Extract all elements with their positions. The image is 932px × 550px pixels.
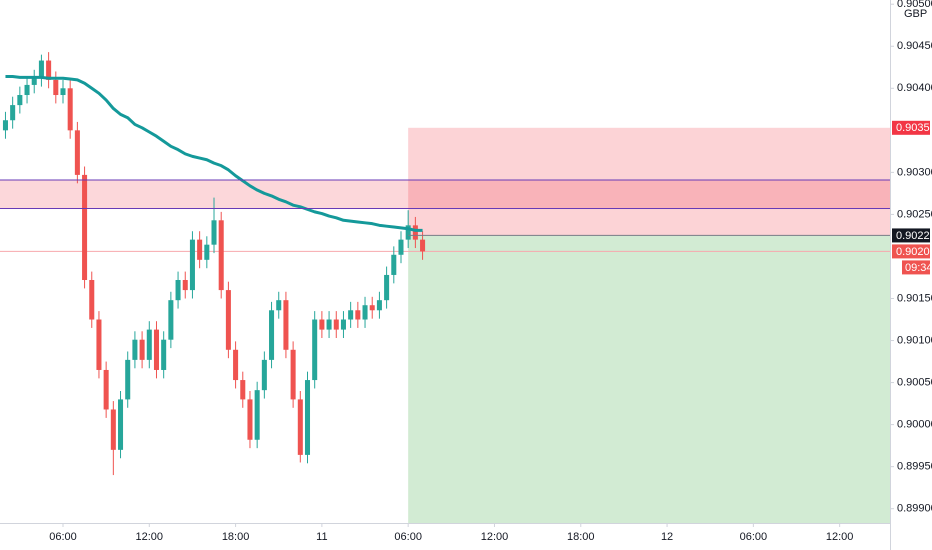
y-tick-label: 0.89900 — [897, 503, 932, 515]
candle-body — [82, 174, 88, 280]
candle-body — [161, 339, 167, 370]
candle-body — [398, 239, 404, 255]
candle-body — [283, 300, 289, 350]
candle-body — [312, 319, 318, 381]
candle-body — [175, 279, 181, 301]
candle-body — [304, 380, 311, 455]
stop-zone — [408, 127, 890, 236]
entry-price-tag: 0.90225 — [896, 230, 932, 242]
x-tick-label: 12 — [661, 531, 673, 543]
candle-body — [233, 349, 239, 381]
x-tick-label: 11 — [316, 531, 327, 543]
countdown: 09:34 — [905, 262, 932, 274]
candle-body — [326, 319, 332, 330]
candle-body — [297, 399, 303, 455]
candle-body — [247, 399, 253, 440]
candle-body — [168, 300, 174, 340]
candle-body — [405, 225, 411, 240]
candle-body — [24, 84, 30, 96]
countdown-bg — [902, 260, 930, 275]
candle-body — [125, 359, 131, 400]
x-tick-label: 06:00 — [49, 531, 77, 543]
candle-body — [38, 60, 44, 79]
candle-body — [340, 319, 346, 330]
candle-body — [261, 359, 267, 391]
stop-price-tag-bg — [892, 120, 930, 135]
candle-body — [103, 369, 109, 410]
x-tick-label: 12:00 — [826, 531, 854, 543]
candle-body — [46, 60, 52, 80]
candle-body — [333, 319, 339, 330]
candle-body — [17, 95, 23, 106]
candle-body — [269, 310, 275, 360]
candle-body — [218, 220, 224, 291]
target-zone — [408, 235, 890, 523]
candle-body — [319, 319, 325, 330]
candle-body — [240, 380, 246, 400]
entry-price-tag-bg — [892, 228, 930, 243]
candle-body — [153, 329, 160, 370]
candle-body — [369, 305, 375, 311]
x-tick-label: 12:00 — [481, 531, 509, 543]
candle-body — [132, 339, 138, 360]
candle-body — [10, 105, 16, 121]
current-price-tag: 0.90206 — [896, 246, 932, 258]
x-tick-label: 12:00 — [136, 531, 164, 543]
stop-price-tag: 0.90353 — [896, 122, 932, 134]
currency-label: GBP — [904, 8, 927, 20]
candle-body — [118, 399, 124, 450]
candle-body — [355, 310, 361, 320]
candle-body — [204, 244, 210, 260]
candle-body — [376, 300, 382, 311]
price-axis-bg — [890, 0, 932, 550]
candle-body — [412, 225, 418, 240]
current-price-tag-bg — [892, 244, 930, 259]
candle-body — [96, 319, 102, 370]
candle-body — [420, 239, 426, 252]
level-zone — [0, 179, 890, 209]
candle-body — [146, 329, 152, 360]
moving-average — [5, 75, 423, 232]
candle-body — [74, 130, 80, 175]
candle-body — [391, 254, 397, 275]
candle-body — [197, 239, 203, 260]
candle-body — [2, 120, 8, 131]
candle-body — [276, 300, 282, 311]
candle-body — [60, 88, 66, 96]
candle-body — [384, 274, 390, 301]
x-tick-label: 18:00 — [567, 531, 595, 543]
x-tick-label: 06:00 — [740, 531, 768, 543]
x-tick-label: 06:00 — [394, 531, 422, 543]
candle-body — [362, 305, 368, 320]
candle-body — [189, 239, 195, 291]
candle-body — [67, 88, 73, 131]
candle-body — [290, 349, 296, 400]
candle-body — [110, 409, 116, 450]
candle-body — [89, 279, 95, 320]
plot-area — [0, 52, 890, 523]
candle-body — [225, 290, 231, 350]
x-tick-label: 18:00 — [222, 531, 250, 543]
candle-body — [211, 220, 217, 245]
time-axis-bg — [0, 523, 890, 550]
candle-body — [31, 78, 37, 85]
candle-body — [182, 279, 188, 291]
candle-body — [139, 339, 145, 360]
candle-body — [53, 79, 59, 96]
candle-body — [348, 310, 354, 320]
candle-body — [254, 390, 260, 440]
